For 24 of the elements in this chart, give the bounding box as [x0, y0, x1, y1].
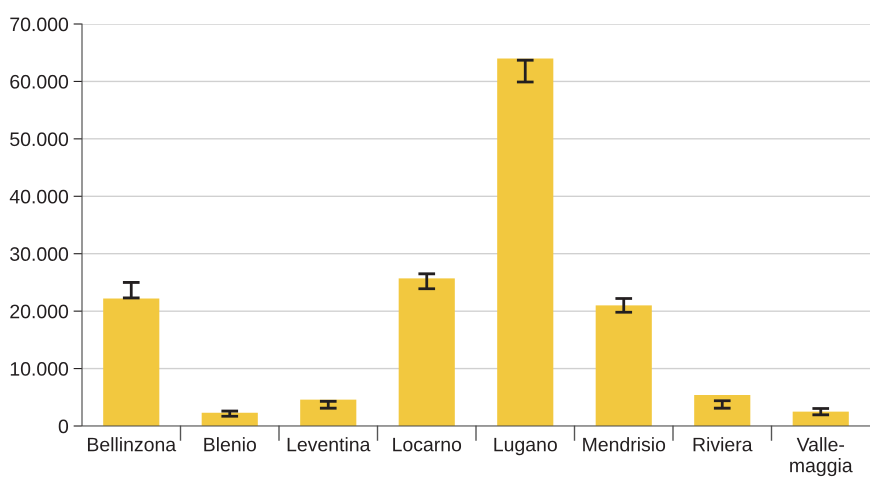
x-tick-label: Riviera — [694, 437, 753, 452]
bar — [497, 58, 554, 426]
bar — [202, 412, 258, 426]
y-tick-label: 70.000 — [10, 17, 68, 32]
x-tick-label: Lugano — [494, 438, 557, 456]
y-tick-label: 60.000 — [10, 74, 68, 89]
y-tick-label: 10.000 — [10, 362, 68, 376]
bar — [792, 412, 849, 426]
y-tick-label: 40.000 — [10, 190, 68, 204]
x-tick-label: Blenio — [204, 437, 256, 452]
x-tick-label: Leventina — [288, 437, 370, 452]
x-tick-label: Mendrisio — [583, 437, 666, 452]
x-tick-label: Valle- maggia — [790, 437, 853, 476]
y-tick-label: 0 — [58, 419, 68, 434]
bar — [300, 400, 356, 426]
y-tick-label: 30.000 — [10, 247, 68, 261]
bar — [596, 305, 652, 426]
x-tick-label: Locarno — [393, 438, 462, 452]
x-tick-label: Bellinzona — [88, 437, 176, 452]
bar — [694, 394, 750, 426]
bar — [103, 298, 160, 426]
y-tick-label: 20.000 — [10, 304, 68, 318]
bar — [398, 278, 455, 426]
y-tick-label: 50.000 — [10, 132, 68, 146]
